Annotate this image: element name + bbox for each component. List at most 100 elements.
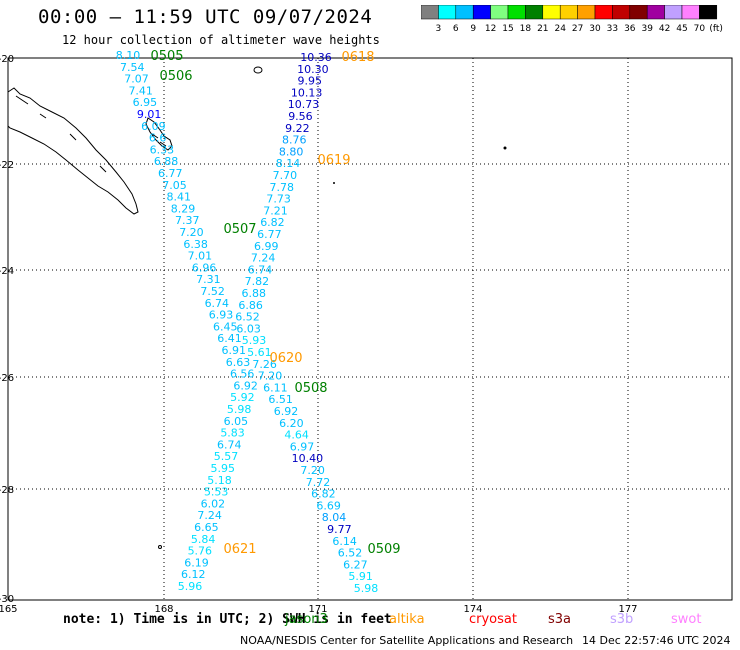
map-frame [7,57,733,601]
pass-time-label[interactable]: 0505 [150,49,183,64]
color-scale-label: 36 [624,24,636,34]
swh-value: 6.65 [194,521,219,534]
footnote: note: 1) Time is in UTC; 2) SWH is in fe… [63,612,392,627]
color-scale-label: 42 [659,24,670,34]
pass-time-label[interactable]: 0618 [341,50,374,65]
swh-value: 6.12 [181,568,206,581]
swh-value: 5.92 [230,391,255,404]
swh-value: 6.14 [332,535,357,548]
swh-value: 7.70 [273,169,298,182]
swh-value: 7.31 [196,273,221,286]
swh-value: 9.01 [137,108,162,121]
swh-value: 6.52 [338,547,363,560]
swh-value: 7.05 [162,179,187,192]
swh-value: 6.27 [343,558,368,571]
swh-value: 7.73 [266,193,291,206]
latitude-label: -28 [0,485,14,496]
swh-value: 6.99 [254,240,279,253]
swh-value: 9.77 [327,523,352,536]
swh-value: 6.93 [209,309,234,322]
color-scale-label: 3 [436,24,442,34]
mission-label-altika: altika [389,612,425,627]
swh-value: 7.82 [245,275,270,288]
swh-value: 10.73 [288,98,320,111]
swh-value: 9.95 [298,75,323,88]
swh-value: 10.36 [300,51,332,64]
page-title: 00:00 — 11:59 UTC 09/07/2024 [38,6,373,28]
swh-value: 6.63 [226,356,251,369]
swh-value: 6.69 [316,499,341,512]
swh-value: 6.86 [238,299,263,312]
pass-time-label[interactable]: 0507 [223,222,256,237]
longitude-label: 171 [308,604,327,615]
color-scale-label: 15 [502,24,513,34]
swh-value: 10.40 [292,452,324,465]
swh-value: 5.61 [247,346,272,359]
swh-value: 7.20 [258,370,283,383]
swh-value: 6.38 [183,238,208,251]
swh-value: 7.20 [179,226,204,239]
pass-time-label[interactable]: 0506 [159,69,192,84]
swh-value: 4.64 [284,429,309,442]
swh-value: 6.82 [260,216,285,229]
color-scale-label: 45 [676,24,687,34]
swh-value: 5.53 [204,486,229,499]
color-scale-label: 21 [537,24,548,34]
swh-value: 5.84 [191,533,216,546]
satellite-track-a[interactable]: 8.107.547.077.416.959.016.096.66.336.886… [116,49,258,593]
swh-value: 5.98 [354,582,379,595]
swh-value: 7.20 [300,464,325,477]
swh-value: 6.88 [242,287,267,300]
swh-value: 6.56 [230,368,255,381]
mission-label-s3b: s3b [610,612,634,627]
page-subtitle: 12 hour collection of altimeter wave hei… [62,33,380,47]
color-scale-label: 12 [485,24,496,34]
swh-value: 6.09 [141,120,166,133]
pass-time-label[interactable]: 0509 [367,542,400,557]
swh-value: 5.93 [242,334,267,347]
pass-time-label[interactable]: 0620 [269,351,302,366]
swh-value: 10.30 [297,63,329,76]
swh-value: 7.01 [188,250,213,263]
latitude-label: -24 [0,266,14,277]
color-scale-label: 24 [554,24,566,34]
swh-value: 6.02 [201,497,226,510]
swh-value: 7.52 [200,285,225,298]
swh-value: 6.88 [154,155,179,168]
latitude-label: -26 [0,373,14,384]
color-scale-label: 6 [453,24,459,34]
swh-value: 6.41 [217,332,242,345]
swh-value: 7.24 [251,252,276,265]
pass-time-label[interactable]: 0621 [223,542,256,557]
swh-value: 6.33 [150,143,175,156]
swh-value: 5.83 [220,427,245,440]
island-dot [503,146,507,150]
swh-value: 8.29 [171,202,196,215]
pass-time-label[interactable]: 0619 [317,153,350,168]
swh-value: 6.52 [235,311,260,324]
swh-value: 7.54 [120,61,145,74]
longitude-label: 177 [618,604,637,615]
swh-value: 7.78 [270,181,295,194]
longitude-label: 174 [463,604,482,615]
longitude-label: 168 [154,604,173,615]
swh-value: 6.96 [192,261,217,274]
swh-value: 6.05 [224,415,249,428]
color-scale-label: 18 [520,24,532,34]
credit-text: NOAA/NESDIS Center for Satellite Applica… [240,634,574,647]
swh-value: 9.56 [288,110,313,123]
swh-value: 8.76 [282,134,307,147]
swh-value: 7.72 [306,476,331,489]
swh-value: 5.98 [227,403,252,416]
swh-value: 7.24 [197,509,222,522]
swh-value: 10.13 [291,86,323,99]
color-swatch [699,5,718,20]
swh-value: 6.97 [290,440,315,453]
longitude-label: 165 [0,604,18,615]
satellite-track-b[interactable]: 10.3610.309.9510.1310.739.569.228.768.80… [235,50,400,595]
swh-value: 8.04 [322,511,347,524]
pass-time-label[interactable]: 0508 [294,381,327,396]
color-scale-label: 30 [589,24,601,34]
